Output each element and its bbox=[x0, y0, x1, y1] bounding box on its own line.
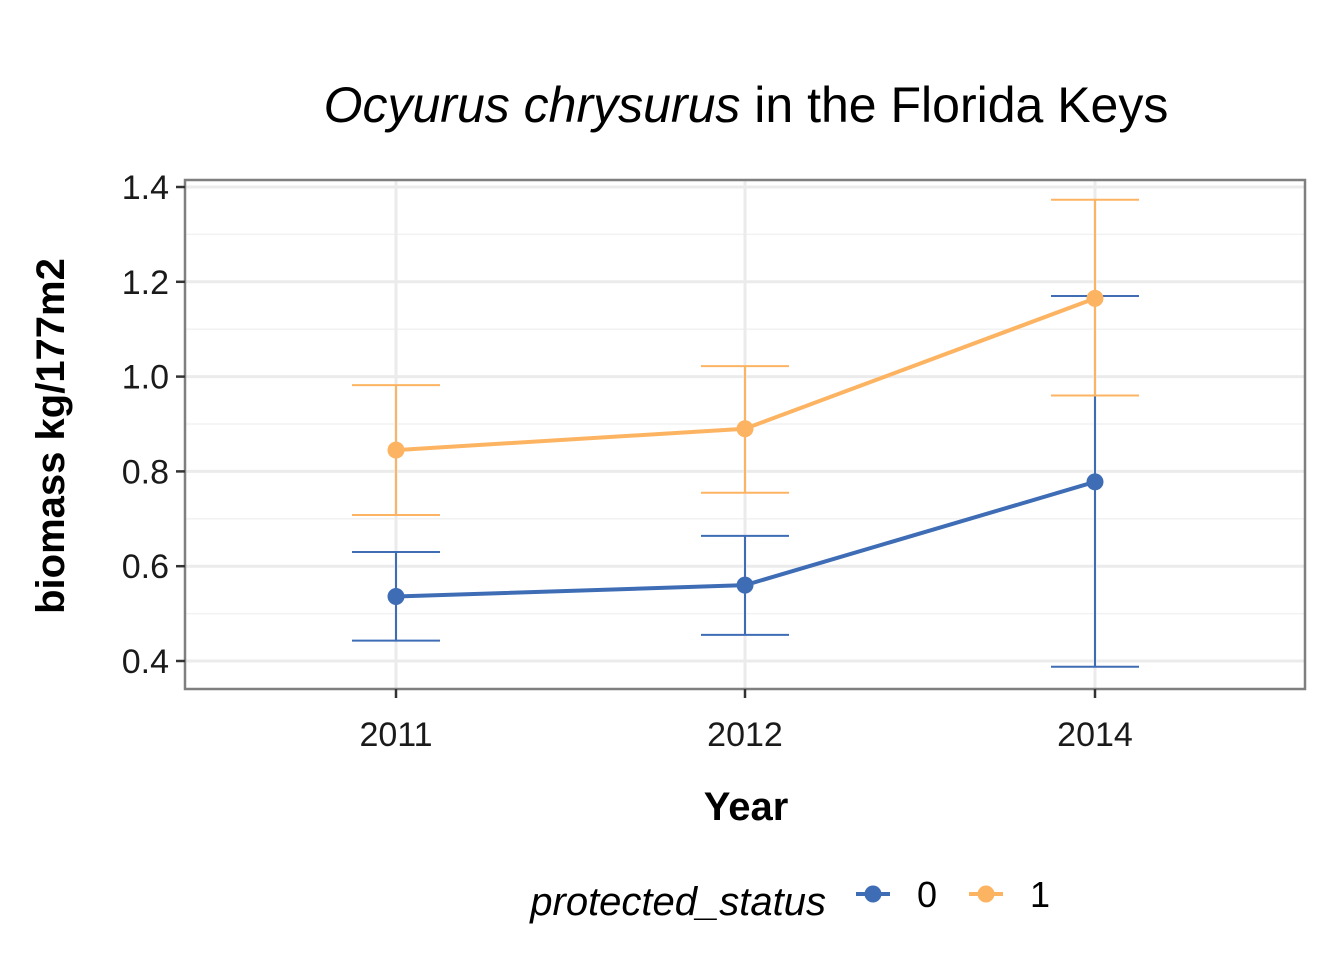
x-tick-label: 2011 bbox=[359, 716, 432, 754]
series-0-point bbox=[387, 588, 405, 606]
legend: protected_status 0 1 bbox=[529, 874, 1050, 924]
y-tick-label: 0.6 bbox=[122, 548, 169, 586]
series-0-point bbox=[736, 576, 754, 594]
legend-label-0: 0 bbox=[917, 874, 937, 915]
y-axis-title: biomass kg/177m2 bbox=[29, 258, 73, 614]
x-tick-label: 2012 bbox=[707, 716, 783, 754]
series-0-point bbox=[1086, 473, 1104, 491]
series-1-point bbox=[387, 441, 405, 459]
y-tick-label: 1.0 bbox=[122, 359, 169, 397]
legend-label-1: 1 bbox=[1030, 874, 1050, 915]
chart-title-italic: Ocyurus chrysurus bbox=[324, 77, 741, 133]
y-tick-label: 0.4 bbox=[122, 643, 169, 681]
series-1-point bbox=[736, 420, 754, 438]
legend-key-point-1 bbox=[977, 885, 995, 903]
axis-labels: Year biomass kg/177m2 bbox=[29, 258, 788, 829]
legend-key-point-0 bbox=[864, 885, 882, 903]
chart-title-rest: in the Florida Keys bbox=[740, 77, 1168, 133]
svg-text:Ocyurus chrysurus in the Flori: Ocyurus chrysurus in the Florida Keys bbox=[324, 77, 1169, 133]
y-tick-label: 0.8 bbox=[122, 453, 169, 491]
y-tick-label: 1.4 bbox=[122, 169, 169, 207]
legend-title: protected_status bbox=[529, 880, 826, 924]
y-tick-label: 1.2 bbox=[122, 264, 169, 302]
x-axis-title: Year bbox=[704, 785, 789, 829]
plot-area bbox=[352, 198, 1139, 668]
chart-title: Ocyurus chrysurus in the Florida Keys bbox=[324, 77, 1169, 133]
series-1-point bbox=[1086, 289, 1104, 307]
x-tick-label: 2014 bbox=[1057, 716, 1133, 754]
axes: 0.4 0.6 0.8 1.0 1.2 1.4 2011 2012 2014 bbox=[122, 169, 1307, 754]
